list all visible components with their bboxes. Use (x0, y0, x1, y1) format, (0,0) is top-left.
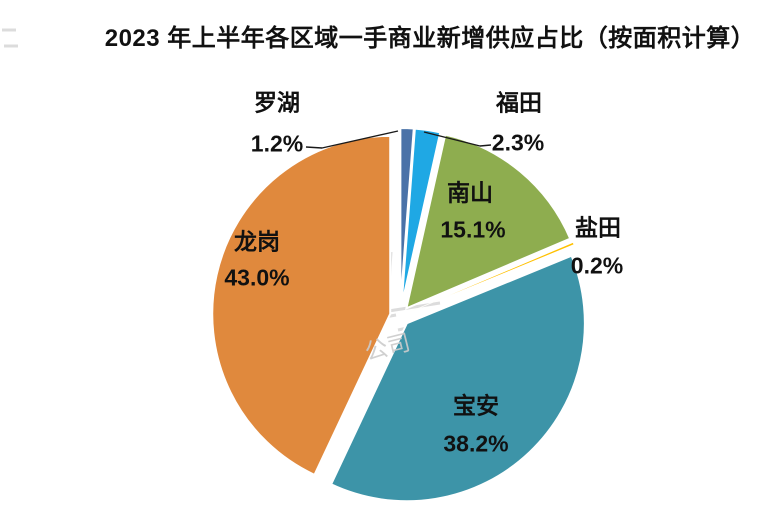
pie-slice-yantian (409, 242, 575, 313)
slice-name-luohu: 罗湖 (254, 89, 300, 116)
pie-slice-futian (400, 127, 442, 307)
slice-name-baoan: 宝安 (453, 392, 499, 419)
pie-slice-luohu (399, 127, 415, 307)
slice-pct-baoan: 38.2% (443, 430, 509, 457)
slice-pct-futian: 2.3% (491, 129, 545, 156)
slice-pct-luohu: 1.2% (250, 130, 304, 157)
slice-name-futian: 福田 (496, 89, 542, 116)
slice-pct-longgang: 43.0% (224, 264, 290, 291)
slice-pct-nanshan: 15.1% (440, 216, 506, 243)
pie-slice-nanshan (404, 133, 572, 310)
pie-slice-baoan (329, 254, 586, 503)
watermark-fragment (381, 301, 441, 314)
leader-line-futian (423, 131, 492, 147)
slice-name-yantian: 盐田 (575, 214, 621, 241)
slice-name-nanshan: 南山 (447, 179, 493, 206)
slice-pct-yantian: 0.2% (570, 252, 624, 279)
slice-name-longgang: 龙岗 (234, 228, 280, 255)
leader-line-luohu (305, 130, 399, 149)
chart-title: 2023 年上半年各区域一手商业新增供应占比（按面积计算） (104, 25, 756, 52)
